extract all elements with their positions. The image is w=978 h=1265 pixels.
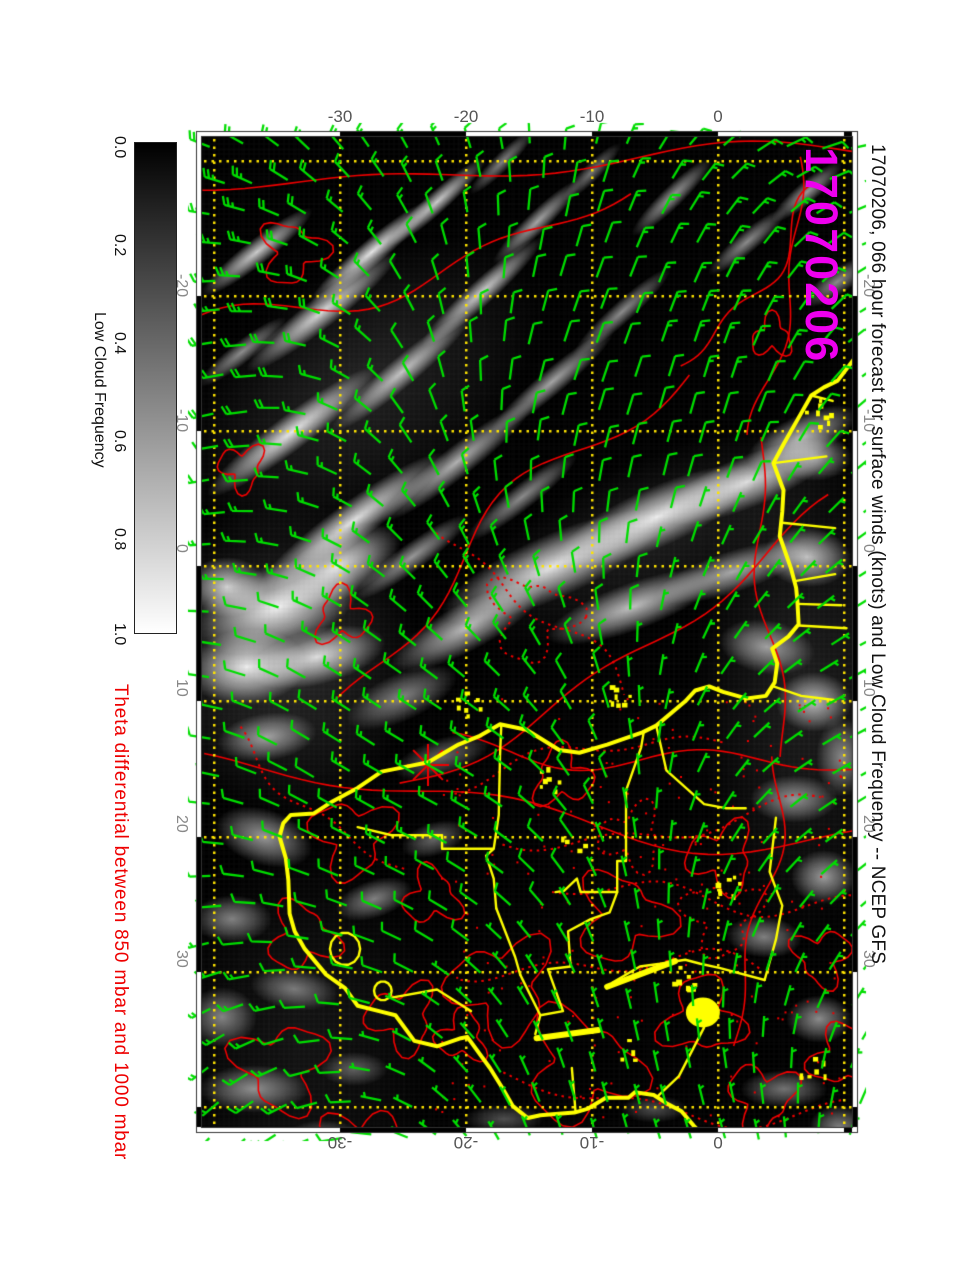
bottom-axis-tick-label: -10: [579, 1133, 605, 1152]
colorbar-tick-label: 1.0: [111, 622, 128, 646]
chart-title: 17070206, 066 hour forecast for surface …: [867, 144, 888, 965]
right-axis-tick-label: 10: [860, 679, 877, 697]
theta-differential-caption: Theta differential between 850 mbar and …: [110, 684, 131, 1161]
right-axis-tick-label: -10: [860, 409, 877, 433]
colorbar-tick-label: 0.8: [111, 527, 128, 551]
colorbar-tick-label: 0.6: [111, 429, 128, 453]
colorbar-tick-label: 0.0: [111, 135, 128, 159]
cloud-frequency-colorbar: [134, 142, 177, 634]
top-axis-tick-label: 0: [713, 107, 723, 126]
left-axis-tick-label: 10: [173, 679, 190, 697]
top-axis-tick-label: -30: [327, 107, 353, 126]
left-axis-tick-label: 30: [173, 950, 190, 968]
left-axis-tick-label: -10: [173, 409, 190, 433]
bottom-axis-tick-label: 0: [713, 1133, 723, 1152]
right-axis-tick-label: 30: [860, 950, 877, 968]
map-canvas: [182, 117, 872, 1147]
right-axis-tick-label: 20: [860, 815, 877, 833]
date-stamp: 17070206: [796, 147, 847, 364]
bottom-axis-tick-label: -20: [453, 1133, 479, 1152]
colorbar-tick-label: 0.4: [111, 331, 128, 355]
right-axis-tick-label: -20: [860, 274, 877, 298]
colorbar-tick-label: 0.2: [111, 233, 128, 257]
top-axis-tick-label: -20: [453, 107, 479, 126]
left-axis-tick-label: -20: [173, 274, 190, 298]
left-axis-tick-label: 20: [173, 815, 190, 833]
bottom-axis-tick-label: -30: [327, 1133, 353, 1152]
top-axis-tick-label: -10: [579, 107, 605, 126]
left-axis-tick-label: 0: [173, 544, 190, 553]
right-axis-tick-label: 0: [860, 544, 877, 553]
colorbar-title: Low Cloud Frequency: [91, 312, 108, 468]
